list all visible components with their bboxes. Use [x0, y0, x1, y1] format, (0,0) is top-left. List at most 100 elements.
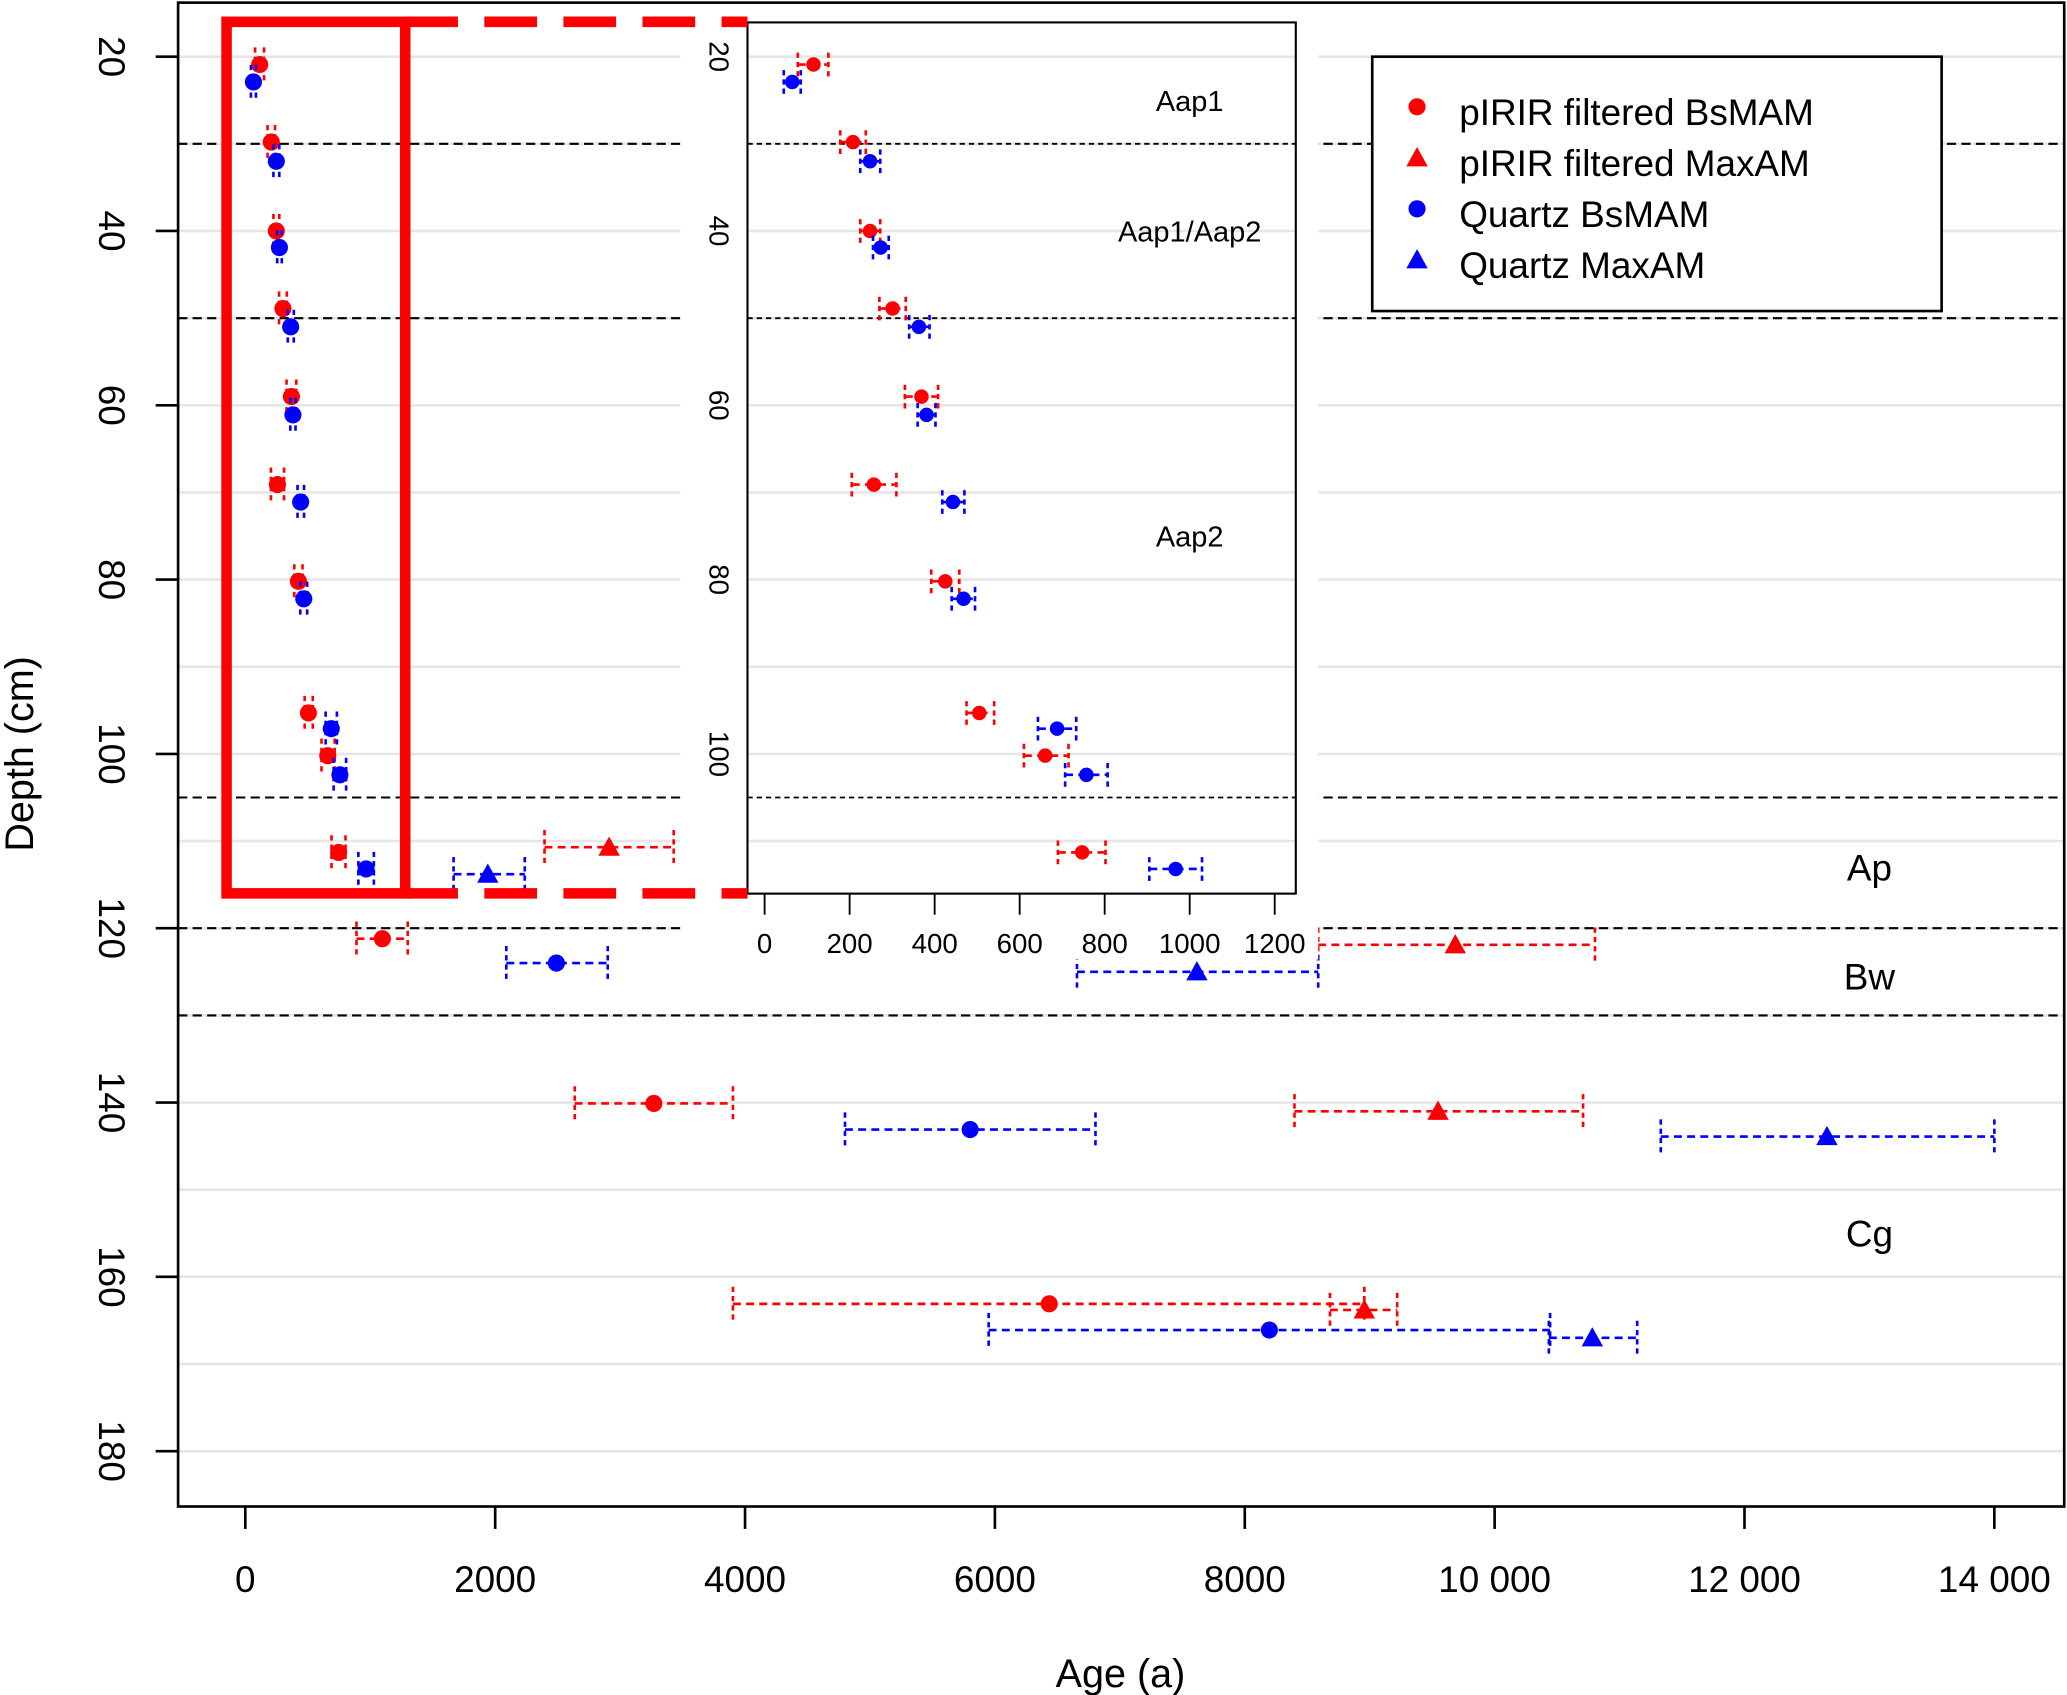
data-point — [1063, 762, 1109, 787]
data-point — [1547, 1320, 1639, 1355]
horizon-label-ap: Ap — [1847, 847, 1892, 888]
point-circle-marker — [357, 860, 375, 878]
point-circle-marker — [911, 319, 927, 335]
data-point — [1075, 954, 1320, 989]
point-circle-marker — [1049, 721, 1065, 736]
data-point — [903, 384, 940, 409]
data-point — [270, 230, 288, 265]
point-circle-marker — [1037, 748, 1053, 763]
inset-y-tick-label: 60 — [703, 390, 734, 421]
legend-entry: pIRIR filtered MaxAM — [1406, 143, 1810, 184]
inset-x-tick-label: 400 — [912, 928, 958, 959]
inset-background — [680, 5, 1319, 960]
horizon-label-bw: Bw — [1844, 956, 1896, 997]
y-tick-label: 160 — [91, 1246, 132, 1308]
data-point — [1293, 1094, 1585, 1129]
data-point — [299, 695, 317, 731]
data-point — [878, 296, 908, 321]
point-triangle-marker — [1444, 934, 1466, 954]
point-circle-marker — [1079, 767, 1094, 783]
data-point — [871, 235, 891, 260]
point-circle-marker — [645, 1094, 663, 1112]
x-tick-label: 2000 — [454, 1559, 536, 1600]
point-circle-marker — [299, 704, 317, 722]
data-point — [940, 490, 966, 514]
data-point — [838, 130, 868, 154]
point-circle-marker — [1408, 98, 1426, 116]
point-circle-marker — [295, 590, 313, 608]
y-tick-label: 120 — [91, 897, 132, 959]
inset-x-tick-label: 800 — [1082, 928, 1128, 959]
data-point — [322, 711, 340, 746]
point-circle-marker — [292, 493, 310, 511]
point-circle-marker — [938, 574, 953, 589]
data-point — [268, 467, 286, 502]
data-point — [292, 484, 310, 520]
point-circle-marker — [319, 747, 337, 765]
data-point — [573, 1086, 735, 1121]
data-point — [1036, 716, 1078, 741]
point-circle-marker — [373, 930, 391, 948]
legend-box — [1370, 55, 1943, 313]
point-circle-marker — [289, 572, 307, 590]
inset-y-tick-label: 20 — [703, 41, 734, 72]
y-axis-label: Depth (cm) — [0, 656, 42, 852]
point-circle-marker — [862, 154, 878, 169]
point-circle-marker — [284, 406, 302, 424]
data-point — [1147, 857, 1204, 881]
data-point — [1056, 840, 1107, 865]
x-tick-label: 12 000 — [1688, 1559, 1801, 1600]
point-circle-marker — [885, 301, 900, 316]
point-circle-marker — [330, 843, 348, 861]
y-tick-label: 80 — [91, 559, 132, 600]
point-circle-marker — [270, 238, 288, 257]
data-point — [330, 835, 348, 870]
data-point — [929, 569, 961, 594]
data-point — [907, 314, 931, 339]
point-circle-marker — [972, 705, 987, 721]
data-point — [858, 219, 882, 243]
data-point — [950, 586, 977, 611]
data-point — [1022, 743, 1070, 768]
point-circle-marker — [331, 766, 349, 784]
x-axis-label: Age (a) — [1056, 1652, 1186, 1695]
point-circle-marker — [873, 240, 888, 255]
data-point — [355, 921, 410, 956]
y-tick-label: 180 — [91, 1420, 132, 1482]
legend-label: Quartz BsMAM — [1459, 194, 1709, 235]
y-tick-label: 100 — [91, 723, 132, 785]
point-circle-marker — [785, 74, 800, 90]
data-point — [295, 581, 313, 616]
point-circle-marker — [945, 494, 961, 510]
inset-x-tick-label: 600 — [997, 928, 1043, 959]
zoom-region-box — [221, 16, 748, 899]
legend-label: pIRIR filtered MaxAM — [1459, 143, 1810, 184]
x-tick-label: 8000 — [1204, 1559, 1286, 1600]
data-point — [357, 851, 376, 887]
inset-chart: Aap1 Aap1/Aap2 Aap2 0 200 400 600 800 1000 1200 20… — [703, 21, 1306, 959]
y-tick-label: 20 — [91, 36, 132, 77]
inset-x-tick-label: 1200 — [1244, 928, 1306, 959]
inset-horizon-label: Aap1/Aap2 — [1118, 217, 1261, 249]
data-point — [504, 945, 610, 981]
point-circle-marker — [1040, 1295, 1058, 1313]
point-circle-marker — [1074, 845, 1090, 860]
data-point — [796, 52, 830, 77]
y-tick-label: 140 — [91, 1072, 132, 1134]
legend-entry: pIRIR filtered BsMAM — [1408, 92, 1814, 133]
point-triangle-marker — [1406, 249, 1428, 269]
point-circle-marker — [919, 407, 934, 423]
point-circle-marker — [961, 1120, 979, 1139]
inset-x-tick-label: 0 — [757, 928, 772, 959]
legend-entry: Quartz MaxAM — [1406, 245, 1705, 286]
main-data-marks: Ap Bw Cg — [244, 47, 1996, 1355]
data-point — [916, 403, 937, 427]
zoom-region-rectangle — [221, 16, 411, 899]
point-circle-marker — [1168, 861, 1183, 877]
inset-x-tick-label: 200 — [827, 928, 873, 959]
data-point — [1659, 1119, 1996, 1154]
legend: pIRIR filtered BsMAM pIRIR filtered MaxAM… — [1370, 55, 1943, 313]
legend-label: Quartz MaxAM — [1459, 245, 1705, 286]
x-tick-label: 0 — [235, 1559, 256, 1600]
